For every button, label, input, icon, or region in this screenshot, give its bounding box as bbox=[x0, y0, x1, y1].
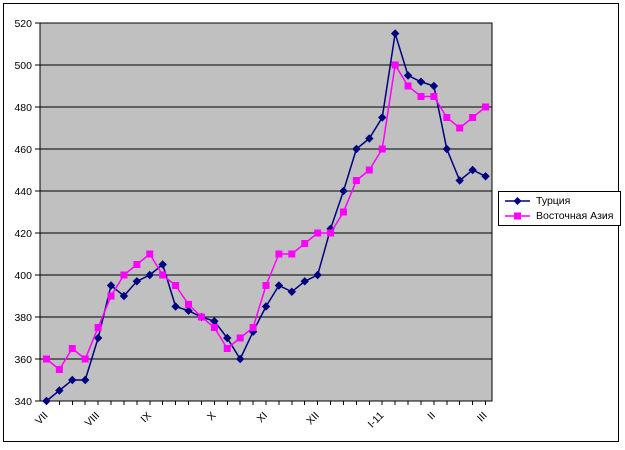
square-marker-icon bbox=[275, 250, 283, 258]
diamond-marker-icon bbox=[390, 29, 400, 38]
x-axis-label: XII bbox=[304, 410, 322, 428]
square-marker-icon bbox=[120, 271, 128, 279]
x-axis-label: II bbox=[425, 410, 438, 423]
diamond-marker-icon bbox=[235, 354, 245, 364]
square-marker-icon bbox=[378, 145, 386, 153]
diamond-marker-icon bbox=[442, 144, 451, 154]
diamond-marker-icon bbox=[313, 270, 322, 280]
diamond-marker-icon bbox=[481, 172, 490, 181]
east-asia-series-sample-icon bbox=[505, 212, 530, 220]
y-axis-label: 420 bbox=[14, 228, 32, 240]
diamond-marker-icon bbox=[429, 81, 439, 91]
plot-background bbox=[39, 22, 493, 402]
y-axis-label: 460 bbox=[14, 144, 32, 156]
diamond-marker-icon bbox=[416, 77, 426, 86]
diamond-marker-icon bbox=[352, 144, 361, 154]
x-axis-label: VII bbox=[33, 410, 51, 428]
diamond-marker-icon bbox=[132, 277, 142, 286]
square-marker-icon bbox=[107, 292, 115, 300]
x-axis-label: IX bbox=[138, 410, 154, 426]
legend-item-turkey: Турция bbox=[504, 195, 618, 207]
square-marker-icon bbox=[146, 250, 154, 258]
legend: Турция Восточная Азия bbox=[498, 191, 621, 226]
diamond-marker-icon bbox=[119, 291, 129, 301]
diamond-marker-icon bbox=[55, 386, 64, 395]
diamond-marker-icon bbox=[158, 260, 167, 269]
diamond-marker-icon bbox=[106, 281, 116, 290]
square-marker-icon bbox=[94, 324, 102, 331]
x-axis-label: I-11 bbox=[366, 410, 387, 431]
y-axis-label: 520 bbox=[14, 18, 32, 30]
diamond-marker-icon bbox=[300, 277, 309, 286]
x-axis-label: X bbox=[205, 410, 218, 423]
turkey-series-sample-icon bbox=[505, 196, 530, 205]
diamond-marker-icon bbox=[339, 186, 348, 196]
square-marker-icon bbox=[514, 212, 521, 220]
square-marker-icon bbox=[210, 324, 218, 331]
y-axis-label: 360 bbox=[14, 354, 32, 366]
diamond-marker-icon bbox=[261, 302, 271, 311]
diamond-marker-icon bbox=[184, 306, 193, 315]
diamond-marker-icon bbox=[210, 317, 219, 326]
square-marker-icon bbox=[42, 355, 50, 363]
square-marker-icon bbox=[81, 355, 89, 363]
legend-item-east-asia: Восточная Азия bbox=[504, 210, 618, 222]
diamond-marker-icon bbox=[455, 176, 464, 185]
y-axis-label: 340 bbox=[14, 396, 32, 408]
square-marker-icon bbox=[172, 282, 180, 289]
y-axis-label: 500 bbox=[14, 60, 32, 72]
square-marker-icon bbox=[456, 124, 464, 132]
diamond-marker-icon bbox=[145, 270, 154, 280]
square-marker-icon bbox=[404, 82, 412, 90]
diamond-marker-icon bbox=[287, 287, 297, 296]
diamond-marker-icon bbox=[468, 165, 477, 175]
square-marker-icon bbox=[68, 345, 76, 352]
square-marker-icon bbox=[249, 324, 257, 331]
square-marker-icon bbox=[223, 345, 231, 352]
square-marker-icon bbox=[352, 177, 360, 184]
square-marker-icon bbox=[430, 93, 438, 100]
legend-label-east-asia: Восточная Азия bbox=[536, 210, 614, 223]
x-axis-label: VIII bbox=[83, 410, 103, 430]
y-axis-label: 400 bbox=[14, 270, 32, 282]
diamond-marker-icon bbox=[42, 396, 51, 406]
diamond-marker-icon bbox=[93, 333, 103, 343]
square-marker-icon bbox=[133, 261, 141, 268]
x-axis-label: III bbox=[475, 410, 490, 425]
square-marker-icon bbox=[236, 334, 244, 342]
y-axis-label: 440 bbox=[14, 186, 32, 198]
square-marker-icon bbox=[469, 114, 477, 121]
legend-label-turkey: Турция bbox=[536, 194, 571, 207]
x-axis-label: XI bbox=[255, 410, 271, 426]
square-marker-icon bbox=[314, 229, 322, 237]
square-marker-icon bbox=[185, 300, 193, 308]
square-marker-icon bbox=[159, 271, 167, 279]
square-marker-icon bbox=[55, 366, 63, 373]
diamond-marker-icon bbox=[68, 375, 77, 385]
square-marker-icon bbox=[391, 61, 399, 69]
square-marker-icon bbox=[288, 250, 296, 258]
diamond-marker-icon bbox=[365, 134, 374, 143]
diamond-marker-icon bbox=[403, 71, 413, 80]
square-marker-icon bbox=[365, 166, 373, 174]
diamond-marker-icon bbox=[513, 196, 522, 205]
square-marker-icon bbox=[482, 103, 490, 111]
square-marker-icon bbox=[262, 282, 270, 289]
diamond-marker-icon bbox=[274, 281, 284, 290]
diamond-marker-icon bbox=[171, 302, 180, 311]
square-marker-icon bbox=[443, 114, 451, 121]
square-marker-icon bbox=[339, 208, 347, 216]
square-marker-icon bbox=[417, 93, 425, 100]
y-axis-label: 480 bbox=[14, 102, 32, 114]
y-axis-label: 380 bbox=[14, 312, 32, 324]
diamond-marker-icon bbox=[223, 333, 232, 343]
diamond-marker-icon bbox=[81, 375, 90, 385]
square-marker-icon bbox=[197, 313, 205, 321]
diamond-marker-icon bbox=[378, 113, 387, 122]
square-marker-icon bbox=[301, 240, 309, 247]
square-marker-icon bbox=[327, 229, 335, 237]
